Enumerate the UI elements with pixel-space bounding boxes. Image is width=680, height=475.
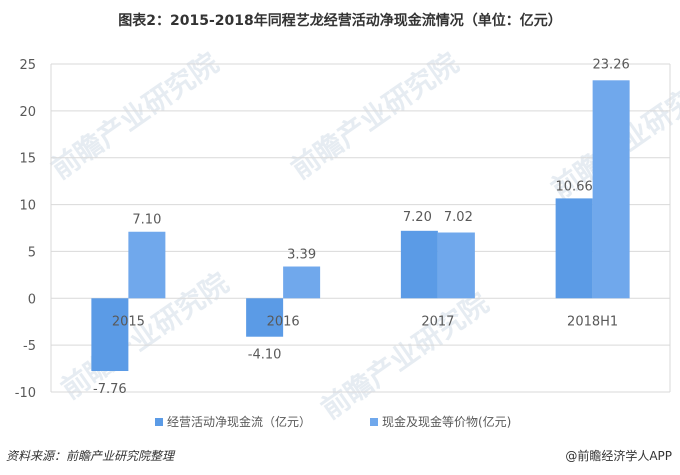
y-tick-label: 25	[19, 58, 36, 73]
legend-item-cash-equivalents: 现金及现金等价物(亿元)	[370, 413, 511, 430]
bar-operating-cash-flow	[91, 298, 129, 372]
y-axis-ticks: 25 20 15 10 5 0 -5 -10	[15, 58, 36, 401]
bars	[91, 80, 630, 372]
y-tick-label: 0	[28, 292, 36, 307]
y-tick-label: 15	[19, 152, 36, 167]
bar-operating-cash-flow	[555, 198, 593, 299]
y-tick-label: -5	[23, 339, 36, 354]
bar-cash-equivalents	[128, 231, 166, 299]
x-tick-label: 2015	[112, 314, 145, 329]
bar-operating-cash-flow	[246, 298, 284, 337]
x-tick-label: 2016	[267, 314, 300, 329]
watermark: 前瞻产业研究院	[285, 46, 464, 185]
watermark: 前瞻产业研究院	[315, 286, 494, 425]
source-note: 资料来源：前瞻产业研究院整理	[6, 449, 175, 463]
bar-cash-equivalents	[283, 266, 321, 299]
bar-cash-equivalents	[592, 80, 630, 299]
y-tick-label: -10	[15, 386, 36, 401]
x-tick-label: 2017	[421, 314, 454, 329]
x-axis-labels: 2015 2016 2017 2018H1	[112, 314, 618, 329]
legend-label: 现金及现金等价物(亿元)	[382, 415, 512, 429]
data-label: 23.26	[593, 57, 630, 72]
credit-note: @前瞻经济学人APP	[565, 449, 672, 463]
y-tick-label: 20	[19, 105, 36, 120]
data-label: -7.76	[93, 382, 127, 397]
y-tick-label: 10	[19, 199, 36, 214]
x-tick-label: 2018H1	[567, 314, 618, 329]
data-label: 3.39	[287, 248, 316, 263]
data-label: 7.20	[403, 210, 432, 225]
data-label: -4.10	[248, 348, 282, 363]
legend-swatch	[155, 417, 163, 426]
legend-label: 经营活动净现金流（亿元）	[167, 415, 312, 429]
watermark: 前瞻产业研究院	[45, 46, 224, 185]
value-labels: -7.76 7.10 -4.10 3.39 7.20 7.02 10.66 23.26	[93, 57, 630, 397]
legend-item-operating-cash-flow: 经营活动净现金流（亿元）	[155, 413, 311, 430]
chart-title: 图表2：2015-2018年同程艺龙经营活动净现金流情况（单位：亿元）	[118, 13, 562, 29]
legend-swatch	[370, 417, 378, 426]
data-label: 7.02	[444, 210, 473, 225]
bar-operating-cash-flow	[400, 230, 438, 299]
data-label: 7.10	[132, 213, 161, 228]
data-label: 10.66	[556, 179, 593, 194]
bar-cash-equivalents	[437, 232, 475, 299]
y-tick-label: 5	[28, 245, 36, 260]
